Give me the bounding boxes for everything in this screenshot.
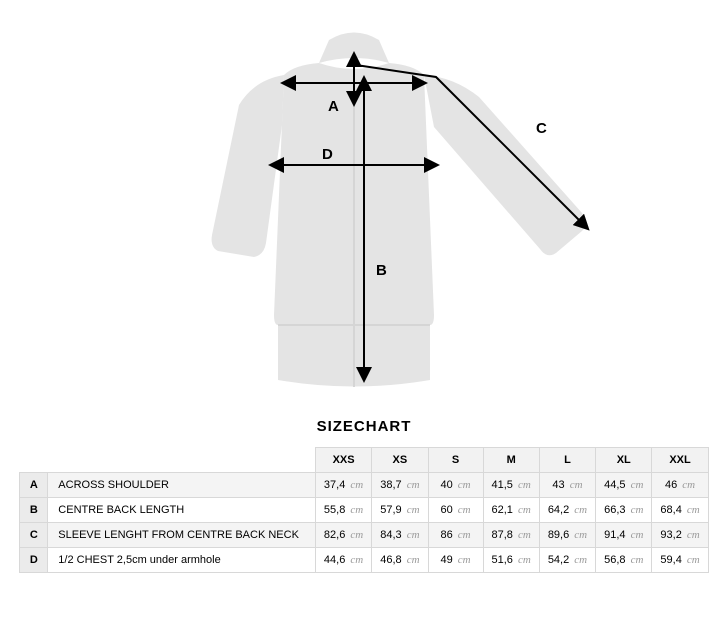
cell-value: 89,6 cm [539,523,595,548]
cell-value: 64,2 cm [539,498,595,523]
cell-value: 37,4 cm [315,473,371,498]
cell-value: 66,3 cm [596,498,652,523]
cell-value: 86 cm [428,523,483,548]
size-header-row: XXSXSSMLXLXXL [20,448,708,473]
cell-value: 46 cm [652,473,708,498]
cell-value: 82,6 cm [315,523,371,548]
row-measure-name: SLEEVE LENGHT FROM CENTRE BACK NECK [48,523,316,548]
cell-value: 84,3 cm [372,523,428,548]
cell-value: 38,7 cm [372,473,428,498]
table-row: BCENTRE BACK LENGTH55,8 cm57,9 cm60 cm62… [20,498,708,523]
table-row: AACROSS SHOULDER37,4 cm38,7 cm40 cm41,5 … [20,473,708,498]
cell-value: 43 cm [539,473,595,498]
cell-value: 91,4 cm [596,523,652,548]
diagram-label-D: D [322,146,333,163]
garment-diagram: A D B C [10,10,718,410]
diagram-label-C: C [536,120,547,137]
row-letter: D [20,548,48,573]
garment-svg: A D B C [104,15,624,405]
sizechart-title: SIZECHART [10,418,718,435]
table-row: CSLEEVE LENGHT FROM CENTRE BACK NECK82,6… [20,523,708,548]
diagram-label-B: B [376,262,387,279]
size-col-XL: XL [596,448,652,473]
row-measure-name: 1/2 CHEST 2,5cm under armhole [48,548,316,573]
table-row: D1/2 CHEST 2,5cm under armhole44,6 cm46,… [20,548,708,573]
cell-value: 54,2 cm [539,548,595,573]
row-letter: A [20,473,48,498]
size-col-L: L [539,448,595,473]
cell-value: 87,8 cm [483,523,539,548]
size-col-S: S [428,448,483,473]
row-measure-name: ACROSS SHOULDER [48,473,316,498]
cell-value: 93,2 cm [652,523,708,548]
size-table: XXSXSSMLXLXXL AACROSS SHOULDER37,4 cm38,… [19,447,708,573]
size-col-M: M [483,448,539,473]
cell-value: 56,8 cm [596,548,652,573]
cell-value: 40 cm [428,473,483,498]
cell-value: 51,6 cm [483,548,539,573]
row-letter: C [20,523,48,548]
cell-value: 55,8 cm [315,498,371,523]
size-col-XS: XS [372,448,428,473]
row-measure-name: CENTRE BACK LENGTH [48,498,316,523]
cell-value: 57,9 cm [372,498,428,523]
header-corner [20,448,316,473]
cell-value: 41,5 cm [483,473,539,498]
cell-value: 49 cm [428,548,483,573]
cell-value: 59,4 cm [652,548,708,573]
cell-value: 44,5 cm [596,473,652,498]
cell-value: 68,4 cm [652,498,708,523]
diagram-label-A: A [328,98,339,115]
cell-value: 44,6 cm [315,548,371,573]
row-letter: B [20,498,48,523]
size-col-XXL: XXL [652,448,708,473]
cell-value: 60 cm [428,498,483,523]
size-col-XXS: XXS [315,448,371,473]
cell-value: 62,1 cm [483,498,539,523]
cell-value: 46,8 cm [372,548,428,573]
